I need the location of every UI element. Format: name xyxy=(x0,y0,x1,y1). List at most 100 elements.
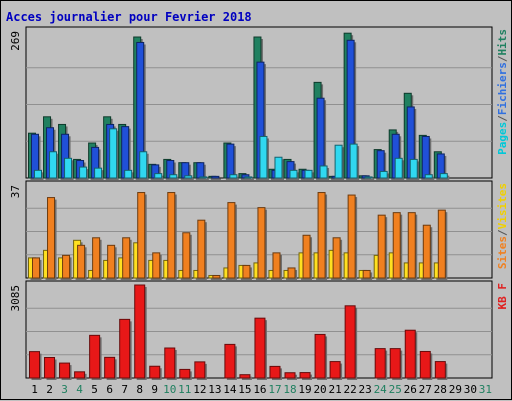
bar-sites xyxy=(92,237,101,279)
legend-item: / xyxy=(496,55,509,62)
legend-item: Visites xyxy=(496,183,509,229)
bar-sites xyxy=(272,252,281,279)
bar-kb-f xyxy=(404,329,416,379)
bar-pages xyxy=(34,169,42,179)
bar-sites xyxy=(47,197,56,279)
x-tick-label: 5 xyxy=(91,383,98,396)
legend-item: Pages xyxy=(496,122,509,155)
x-tick-label: 13 xyxy=(208,383,221,396)
bar-pages xyxy=(349,143,358,179)
bar-sites xyxy=(212,274,221,279)
bar-pages-shadow xyxy=(246,178,254,180)
x-tick-label: 2 xyxy=(46,383,53,396)
bar-kb-f xyxy=(269,365,281,379)
bar-sites xyxy=(137,192,146,279)
bar-pages xyxy=(64,157,73,179)
bar-pages xyxy=(244,176,253,179)
bar-sites xyxy=(62,254,71,279)
legend-item: Hits xyxy=(496,29,509,56)
x-tick-label: 24 xyxy=(374,383,388,396)
bar-pages xyxy=(379,170,388,179)
bar-sites xyxy=(152,252,161,279)
bar-kb-f xyxy=(284,372,296,379)
bar-sites xyxy=(422,224,431,279)
bar-pages-shadow xyxy=(186,177,194,180)
bar-pages xyxy=(94,167,103,179)
bar-pages xyxy=(124,169,133,179)
x-tick-label: 21 xyxy=(328,383,341,396)
bar-sites-shadow xyxy=(214,277,222,280)
x-tick-label: 12 xyxy=(193,383,206,396)
x-tick-label: 20 xyxy=(313,383,326,396)
bar-sites xyxy=(302,234,311,279)
x-tick-label: 3 xyxy=(61,383,68,396)
bar-pages xyxy=(139,151,148,179)
x-tick-label: 4 xyxy=(76,383,83,396)
bar-sites xyxy=(32,257,40,279)
bar-sites xyxy=(332,237,341,279)
x-tick-label: 25 xyxy=(389,383,402,396)
bar-kb-f xyxy=(149,365,161,379)
bar-pages xyxy=(394,157,403,179)
bar-pages xyxy=(199,176,208,179)
legend-item: / xyxy=(496,229,509,236)
max-label-visits: 37 xyxy=(9,185,22,198)
bar-kb-f xyxy=(329,361,341,379)
bar-kb-f xyxy=(344,305,356,379)
bar-kb-f xyxy=(419,350,431,379)
bar-pages xyxy=(319,165,328,179)
bar-sites xyxy=(107,244,116,279)
bar-pages xyxy=(364,176,373,179)
bar-kb-f xyxy=(89,334,101,379)
bar-pages xyxy=(229,174,238,179)
bar-pages xyxy=(409,158,418,179)
x-tick-label: 29 xyxy=(449,383,462,396)
bar-pages xyxy=(79,166,88,179)
x-tick-label: 17 xyxy=(268,383,281,396)
bar-kb-f xyxy=(104,356,116,379)
x-tick-label: 18 xyxy=(283,383,296,396)
bar-kb-f xyxy=(434,361,446,379)
x-tick-label: 1 xyxy=(31,383,38,396)
bar-fichiers xyxy=(421,135,430,179)
bar-pages xyxy=(334,144,343,179)
bar-pages-shadow xyxy=(367,178,375,180)
bar-kb-f xyxy=(239,374,251,379)
bar-sites xyxy=(77,244,86,279)
legend-visits: Sites/Visites xyxy=(496,183,509,269)
bar-sites xyxy=(257,207,266,279)
max-label-kbytes: 3085 xyxy=(9,285,22,312)
bar-visites-shadow xyxy=(210,277,218,280)
legend-item: Sites xyxy=(496,236,509,269)
x-tick-label: 26 xyxy=(404,383,417,396)
bar-pages xyxy=(49,151,58,179)
x-tick-label: 28 xyxy=(434,383,447,396)
bar-pages xyxy=(109,128,118,179)
bar-pages xyxy=(274,156,283,179)
bar-sites xyxy=(437,209,446,279)
x-tick-label: 23 xyxy=(359,383,372,396)
bar-kb-f xyxy=(179,368,191,379)
bar-kb-f xyxy=(254,317,266,379)
bar-sites xyxy=(242,264,251,279)
x-tick-label: 16 xyxy=(253,383,266,396)
bar-sites xyxy=(287,267,296,279)
bar-fichiers xyxy=(196,162,205,179)
x-tick-label: 22 xyxy=(344,383,357,396)
bar-kb-f xyxy=(224,343,236,379)
bar-pages xyxy=(439,173,448,179)
x-tick-label: 9 xyxy=(151,383,158,396)
bar-kb-f xyxy=(119,318,131,379)
bar-pages-shadow xyxy=(201,178,209,180)
bar-sites xyxy=(122,237,131,279)
bar-kb-f xyxy=(299,372,311,379)
legend-item: / xyxy=(496,115,509,122)
x-tick-label: 27 xyxy=(419,383,432,396)
x-tick-label: 6 xyxy=(106,383,113,396)
bar-kb-f xyxy=(194,361,206,379)
bar-sites xyxy=(392,212,401,279)
bar-kb-f xyxy=(59,362,71,379)
x-tick-label: 31 xyxy=(479,383,492,396)
x-tick-label: 15 xyxy=(238,383,251,396)
